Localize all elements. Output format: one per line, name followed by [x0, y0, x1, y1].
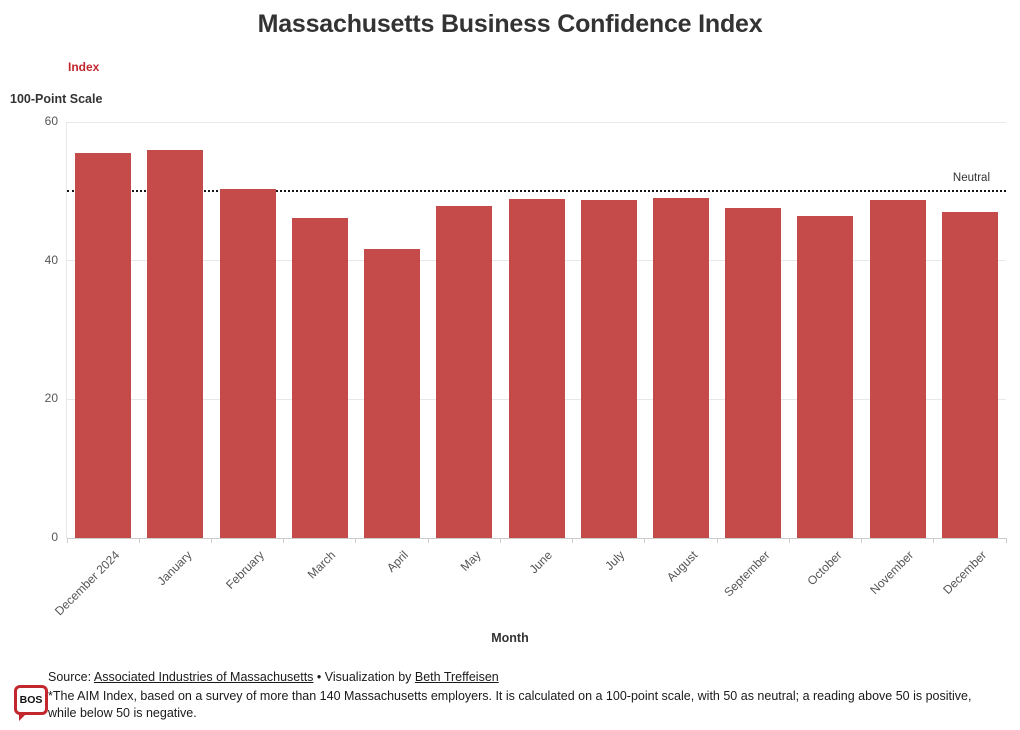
x-axis-tick — [283, 538, 285, 543]
x-tick-label-march: March — [305, 548, 339, 582]
x-axis-tick — [788, 538, 790, 543]
viz-author-link[interactable]: Beth Treffeisen — [414, 670, 499, 684]
neutral-line-label: Neutral — [952, 172, 990, 185]
bar-march[interactable] — [291, 218, 348, 538]
x-axis-tick — [210, 538, 212, 543]
bar-february[interactable] — [219, 189, 276, 538]
x-axis-tick — [716, 538, 718, 543]
x-tick-label-september: September — [720, 548, 773, 600]
x-tick-label-november: November — [867, 548, 917, 598]
x-axis-tick — [1005, 538, 1007, 543]
gridline-0 — [67, 537, 1006, 539]
source-prefix: Source: — [48, 670, 94, 684]
x-axis-tick — [138, 538, 140, 543]
boston-logo[interactable]: BOS — [14, 685, 48, 721]
source-line: Source: Associated Industries of Massach… — [48, 670, 499, 684]
footnote: *The AIM Index, based on a survey of mor… — [48, 689, 972, 720]
x-tick-label-october: October — [804, 548, 845, 589]
plot-area: Neutral — [66, 121, 1007, 543]
bar-june[interactable] — [508, 198, 565, 538]
source-link[interactable]: Associated Industries of Massachusetts — [93, 670, 314, 684]
bar-july[interactable] — [580, 200, 637, 538]
bar-august[interactable] — [652, 198, 709, 538]
x-axis-tick — [355, 538, 357, 543]
y-axis-name: Index — [68, 60, 100, 74]
x-tick-label-may: May — [457, 548, 484, 574]
x-tick-label-december-2024: December 2024 — [51, 548, 123, 619]
bar-october[interactable] — [797, 215, 854, 538]
bar-january[interactable] — [147, 149, 204, 538]
y-tick-label-20: 20 — [44, 391, 58, 406]
bar-december[interactable] — [941, 212, 998, 538]
x-tick-label-august: August — [663, 548, 700, 585]
y-tick-label-40: 40 — [44, 252, 58, 267]
viz-prefix: Visualization by — [324, 670, 415, 684]
x-axis-tick-labels: December 2024 January February March April Ma… — [52, 544, 1005, 630]
x-tick-label-june: June — [527, 548, 556, 577]
x-axis-tick — [427, 538, 429, 543]
neutral-reference-line — [67, 190, 1006, 193]
x-tick-label-december: December — [939, 548, 989, 598]
credit-separator: • — [313, 670, 325, 684]
bar-september[interactable] — [725, 207, 782, 538]
x-axis-tick — [66, 538, 68, 543]
bar-april[interactable] — [364, 248, 421, 538]
y-axis-subtitle: 100-Point Scale — [10, 92, 103, 106]
x-axis-tick — [644, 538, 646, 543]
x-axis-tick — [933, 538, 935, 543]
x-axis-tick — [499, 538, 501, 543]
y-tick-label-0: 0 — [51, 530, 58, 544]
bar-november[interactable] — [869, 199, 926, 538]
bar-december-2024[interactable] — [75, 152, 132, 538]
y-axis-tick-labels: 0 20 40 60 — [16, 114, 58, 544]
bar-may[interactable] — [436, 205, 493, 538]
x-tick-label-january: January — [154, 548, 195, 589]
chart-title: Massachusetts Business Confidence Index — [257, 10, 763, 38]
x-axis-title: Month — [491, 631, 529, 645]
x-tick-label-february: February — [222, 548, 267, 592]
x-tick-label-july: July — [602, 548, 628, 573]
x-axis-tick — [572, 538, 574, 543]
gridline-60 — [67, 121, 1006, 123]
y-tick-label-60: 60 — [44, 114, 58, 128]
x-tick-label-april: April — [384, 548, 411, 575]
x-axis-tick — [861, 538, 863, 543]
